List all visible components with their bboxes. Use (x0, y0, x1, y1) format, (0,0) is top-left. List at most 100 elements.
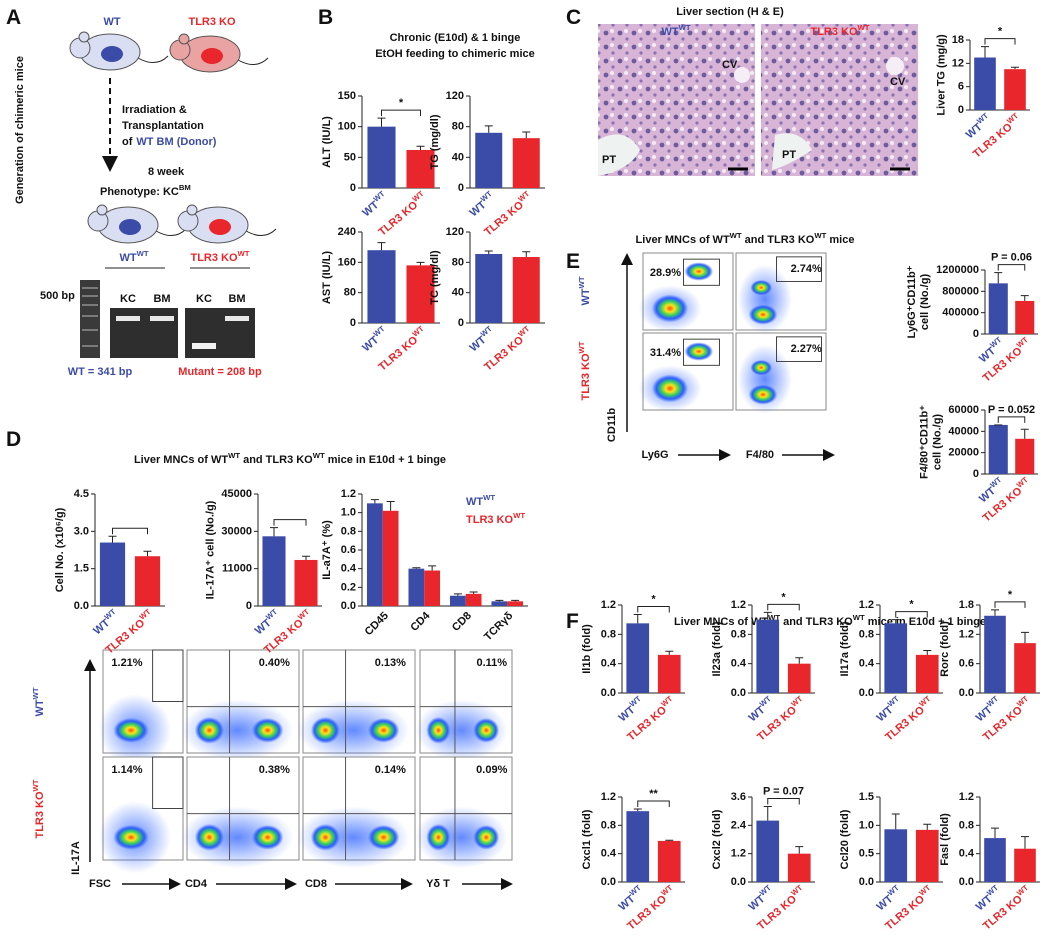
y-axis-label: F4/80⁺CD11b⁺ (918, 405, 930, 479)
y-tick-label: 0.0 (959, 687, 974, 699)
central-vein (734, 67, 750, 83)
y-tick-label: 1.2 (959, 791, 974, 803)
text-part: 0.4 (601, 658, 617, 670)
panel-title: Liver section (H & E) (676, 6, 784, 18)
text-part: WT = 341 bp (68, 366, 133, 378)
bar (756, 619, 780, 693)
y-tick-label: 1.8 (959, 599, 974, 611)
central-vein (886, 57, 904, 75)
bar (134, 556, 161, 606)
text-part: 1.2 (959, 791, 974, 803)
y-tick-label: 60000 (948, 404, 979, 416)
gel-ladder (80, 280, 100, 358)
category-label: WTWT (465, 324, 497, 355)
text-part: 1.5 (74, 563, 89, 575)
text-part: 12 (952, 57, 964, 69)
flow-density (426, 823, 451, 851)
y-tick-label: 120 (446, 90, 464, 102)
flow-density (473, 824, 500, 850)
significance-label: ** (649, 788, 658, 800)
y-axis-label: TG (mg/dl) (429, 114, 441, 169)
procedure: Irradiation & (122, 104, 187, 116)
flow-density (684, 342, 714, 361)
text-part: 40000 (948, 425, 979, 437)
portal-tract (598, 134, 640, 176)
bar (884, 623, 908, 693)
text-part: CV (890, 76, 906, 88)
legend-entry: WTWT (466, 493, 495, 508)
text-part: 3.6 (731, 791, 746, 803)
error-bar (416, 145, 425, 150)
error-bar (891, 813, 900, 830)
y-tick-label: 0.8 (731, 628, 746, 640)
bar (1004, 69, 1026, 110)
bar (984, 615, 1006, 693)
text-part: ALT (IU/L) (321, 116, 333, 168)
text-part: of (122, 136, 133, 148)
gel (110, 308, 178, 358)
y-tick-label: 12 (952, 57, 964, 69)
text-part: 1.2 (731, 599, 746, 611)
text-part: TLR3 KO (188, 16, 236, 28)
lane-label: KC (120, 293, 136, 305)
marker-label: 500 bp (40, 290, 75, 302)
text-part: Phenotype: KC (100, 186, 179, 198)
text-part: P = 0.06 (991, 252, 1032, 264)
significance-bracket (767, 797, 800, 805)
flow-density (251, 824, 284, 850)
text-part: WT (580, 288, 592, 305)
flow-density (748, 384, 778, 405)
category-label: WTWT (358, 189, 390, 220)
gate-percentage: 0.09% (476, 764, 507, 776)
panel-label: E (566, 250, 580, 273)
text-part: 1.2 (859, 599, 874, 611)
text-part: mice (826, 234, 854, 246)
error-bar (633, 808, 642, 812)
flow-gate (776, 336, 822, 362)
bar (984, 838, 1006, 882)
error-bar (1021, 631, 1029, 644)
gate-percentage: 1.14% (111, 764, 142, 776)
y-tick-label: 0.2 (341, 581, 356, 593)
y-axis-label: ALT (IU/L) (321, 116, 333, 168)
text-part: mice in E10d + 1 binge (325, 454, 446, 466)
text-part: Generation of chimeric mice (14, 56, 26, 204)
significance-label: P = 0.06 (991, 252, 1032, 264)
bar (988, 424, 1008, 474)
text-part: TLR3 KO (376, 199, 420, 239)
text-part: 11000 (222, 563, 252, 575)
gate-percentage: 2.27% (791, 343, 822, 355)
flow-axis-label: Ly6G (641, 449, 668, 461)
y-tick-label: 0.0 (74, 600, 89, 612)
text-part: mice in E10d + 1 binge (865, 616, 986, 628)
text-part: FSC (89, 878, 111, 890)
procedure: of WT BM (Donor) (122, 136, 217, 148)
superscript: WT (31, 687, 40, 699)
donor-label: TLR3 KO (188, 16, 236, 28)
flow-axis-label: CD11b (606, 408, 618, 443)
y-axis-label: AST (IU/L) (321, 251, 333, 304)
text-part: 0 (458, 317, 464, 329)
text-part: Cell No. (x10⁶/g) (54, 507, 66, 592)
mouse-tail (245, 228, 277, 236)
error-bar (991, 827, 999, 839)
superscript: WT (853, 613, 865, 622)
text-part: and TLR3 KO (780, 616, 853, 628)
gate-percentage: 31.4% (650, 347, 681, 359)
text-part: 1.21% (111, 657, 142, 669)
text-part: B (318, 6, 333, 29)
text-part: 1.2 (959, 628, 974, 640)
category-label: CD4 (408, 609, 433, 634)
flow-density (415, 699, 508, 762)
flow-gate (152, 649, 184, 702)
error-bar (522, 251, 531, 258)
text-part: TLR3 KO (810, 26, 858, 38)
text-part: IL-17A⁺ cell (No./g) (204, 500, 216, 599)
panel-label: A (6, 6, 21, 29)
text-part: TLR3 KO (34, 791, 46, 839)
y-axis-label: Il17a (fold) (839, 621, 851, 676)
y-tick-label: 160 (338, 256, 356, 268)
text-part: 400000 (942, 307, 979, 319)
y-axis-label: IL-17A⁺ cell (No./g) (204, 500, 216, 599)
text-part: 0.0 (959, 687, 974, 699)
